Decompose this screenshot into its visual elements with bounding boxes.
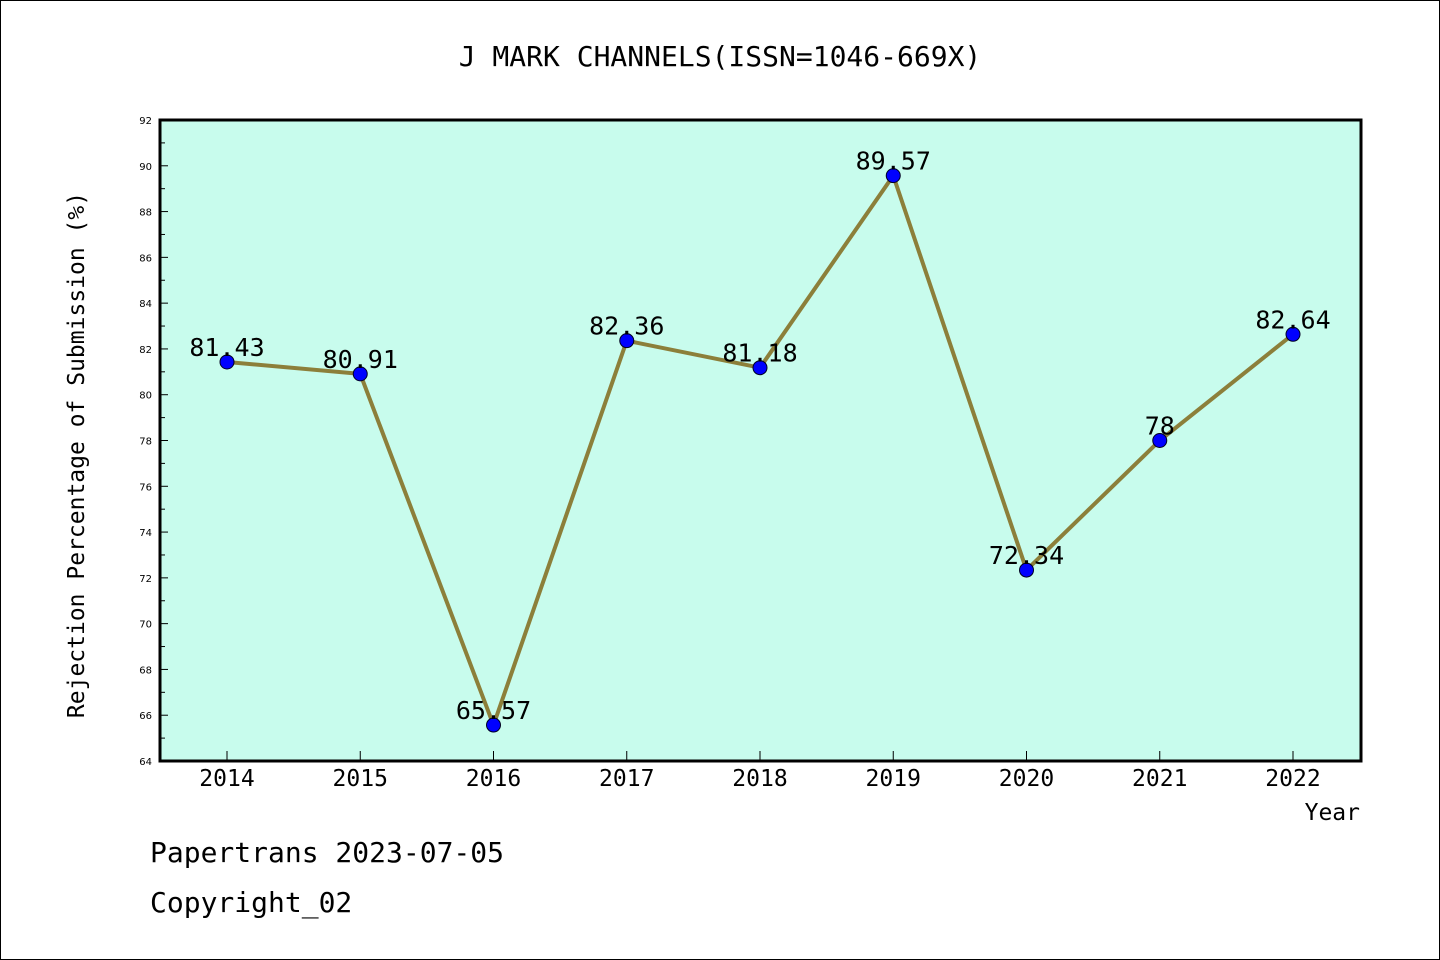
data-label: 81.18 [722,339,797,368]
y-tick-label: 68 [139,665,152,676]
data-point [885,168,901,184]
x-tick-label: 2017 [599,766,654,792]
y-tick-label: 76 [139,482,152,493]
data-label: 78 [1145,412,1175,441]
data-label: 82.36 [589,312,664,341]
y-tick-label: 74 [139,528,152,539]
data-point [752,360,768,376]
x-axis-title: Year [1305,800,1360,826]
y-tick-label: 80 [139,391,152,402]
y-tick-label: 86 [139,253,152,264]
x-tick-label: 2015 [333,766,388,792]
y-axis: 64 66 68 70 72 74 76 78 80 82 84 86 88 90 92 [139,116,168,768]
x-tick-label: 2014 [199,766,254,792]
data-label: 65.57 [456,696,531,725]
y-tick-label: 72 [139,574,152,585]
y-tick-label: 92 [139,116,152,127]
x-tick-label: 2018 [732,766,787,792]
x-tick-label: 2021 [1132,766,1187,792]
y-tick-label: 70 [139,620,152,631]
x-axis: 2014 2015 2016 2017 2018 2019 2020 2021 2022 [199,751,1321,792]
series-layer: 81.43 80.91 65.57 82.36 81.18 89.57 72.34 78 82.… [189,147,1331,733]
y-tick-label: 88 [139,208,152,219]
y-axis-title: Rejection Percentage of Submission (%) [64,192,90,718]
y-tick-label: 84 [139,299,152,310]
y-tick-label: 90 [139,162,152,173]
data-label: 89.57 [856,147,931,176]
data-label: 82.64 [1255,305,1330,334]
data-label: 80.91 [323,345,398,374]
plot-area [158,118,1363,763]
x-tick-label: 2022 [1265,766,1320,792]
footer-date: Papertrans 2023-07-05 [150,836,505,869]
data-point [486,717,501,733]
data-point [1152,433,1168,448]
data-point [619,333,635,349]
data-point [219,354,235,370]
footer-copyright: Copyright_02 [150,886,353,919]
y-tick-label: 64 [139,757,152,768]
x-tick-label: 2016 [466,766,521,792]
y-tick-label: 82 [139,345,152,356]
y-tick-label: 78 [139,437,152,448]
data-point [1019,562,1034,578]
x-tick-label: 2019 [866,766,921,792]
chart-title: J MARK CHANNELS(ISSN=1046-669X) [459,40,982,73]
x-tick-label: 2020 [999,766,1054,792]
data-label: 72.34 [989,541,1064,570]
y-tick-label: 66 [139,711,152,722]
data-point [352,366,368,382]
data-point [1285,326,1301,342]
data-label: 81.43 [189,333,264,362]
